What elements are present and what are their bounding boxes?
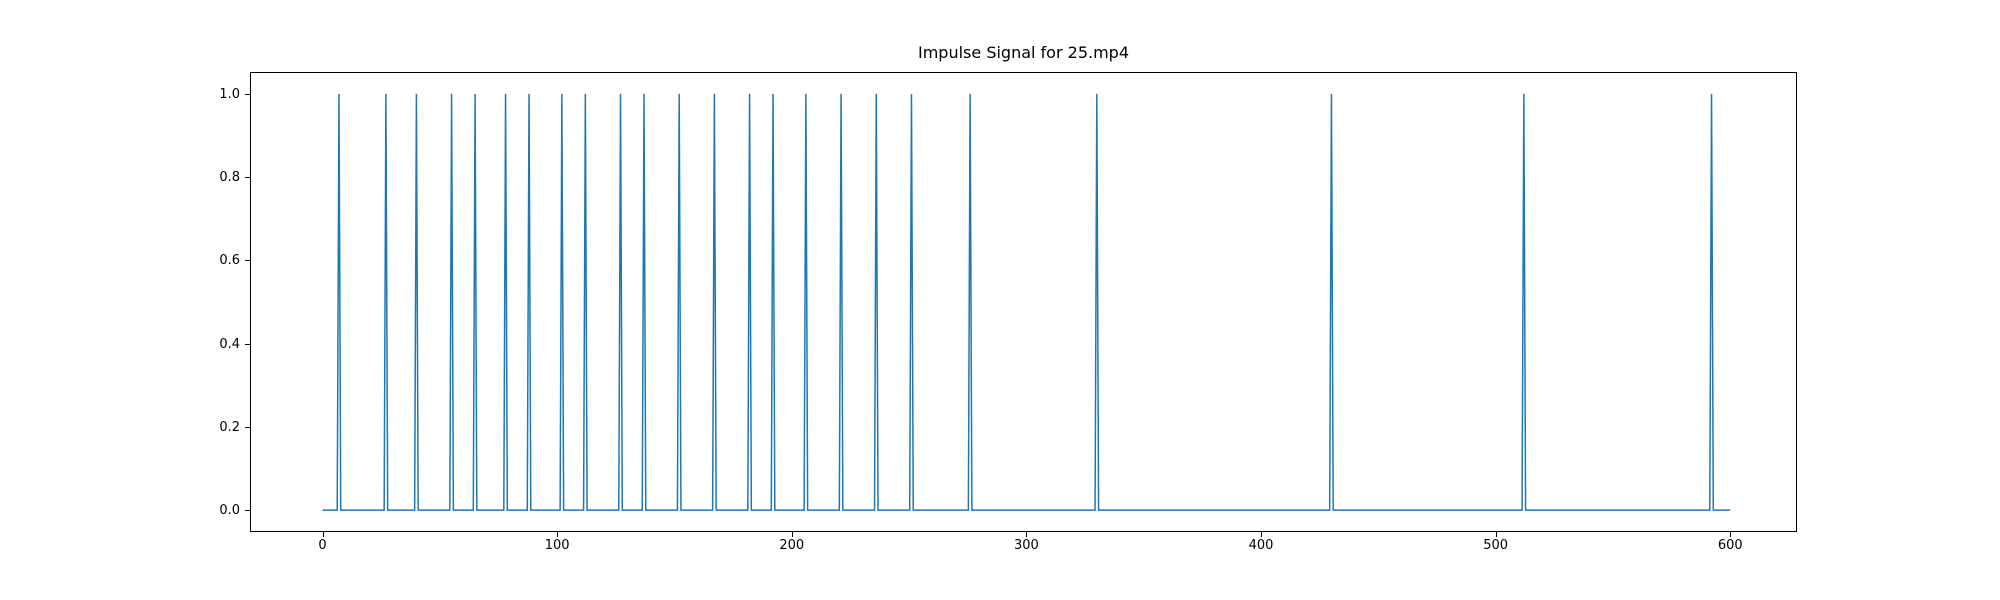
y-tick-mark bbox=[245, 260, 250, 262]
x-tick-mark bbox=[322, 532, 324, 537]
y-tick-label: 0.6 bbox=[219, 253, 240, 269]
y-tick-label: 1.0 bbox=[219, 86, 240, 102]
x-tick-label: 500 bbox=[1483, 538, 1509, 553]
y-tick-label: 0.4 bbox=[219, 336, 240, 352]
y-tick-label: 0.8 bbox=[219, 170, 240, 186]
plot-axes bbox=[250, 72, 1797, 532]
chart-title: Impulse Signal for 25.mp4 bbox=[918, 43, 1129, 62]
y-tick-mark bbox=[245, 343, 250, 345]
x-tick-mark bbox=[1730, 532, 1732, 537]
y-tick-mark bbox=[245, 426, 250, 428]
x-tick-label: 300 bbox=[1014, 538, 1039, 553]
impulse-signal-line bbox=[322, 93, 1731, 511]
x-tick-label: 200 bbox=[779, 538, 805, 553]
y-tick-label: 0.0 bbox=[219, 503, 240, 519]
x-tick-mark bbox=[1495, 532, 1497, 537]
x-tick-label: 600 bbox=[1717, 538, 1743, 553]
x-tick-mark bbox=[557, 532, 559, 537]
y-tick-label: 0.2 bbox=[219, 419, 240, 435]
x-tick-mark bbox=[791, 532, 793, 537]
impulse-signal-plot bbox=[322, 93, 1731, 511]
y-tick-mark bbox=[245, 93, 250, 95]
x-tick-label: 100 bbox=[544, 538, 570, 553]
x-tick-mark bbox=[1261, 532, 1263, 537]
y-tick-mark bbox=[245, 177, 250, 179]
x-tick-mark bbox=[1026, 532, 1028, 537]
x-tick-label: 0 bbox=[318, 538, 327, 553]
x-tick-label: 400 bbox=[1248, 538, 1274, 553]
y-tick-mark bbox=[245, 510, 250, 512]
